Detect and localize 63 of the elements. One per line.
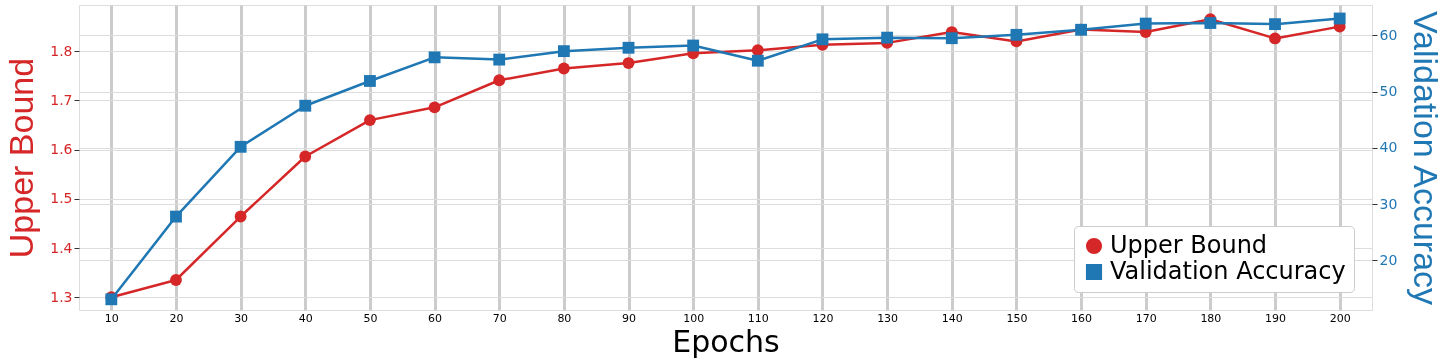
x-tick-label: 50 <box>363 311 378 325</box>
x-tick-label: 160 <box>1071 311 1093 325</box>
point <box>364 75 376 87</box>
point <box>234 140 247 153</box>
x-tick-label: 70 <box>492 311 507 325</box>
point <box>493 74 506 87</box>
y2-axis-title: Validation Accuracy <box>1407 10 1446 306</box>
y-tick-label: 1.3 <box>50 288 73 305</box>
x-tick-label: 100 <box>683 311 705 325</box>
point <box>622 41 635 54</box>
point <box>299 150 312 163</box>
point <box>299 99 312 112</box>
x-tick-label: 90 <box>622 311 637 325</box>
point <box>234 210 247 223</box>
x-tick-label: 130 <box>877 311 899 325</box>
y2-tick-label: 40 <box>1379 139 1398 156</box>
x-tick-label: 190 <box>1265 311 1287 325</box>
x-tick-label: 60 <box>428 311 443 325</box>
point <box>751 54 764 67</box>
x-tick-label: 150 <box>1006 311 1028 325</box>
point <box>1010 28 1023 41</box>
legend-label: Upper Bound <box>1110 231 1268 259</box>
x-tick-label: 140 <box>941 311 963 325</box>
x-tick-label: 170 <box>1135 311 1157 325</box>
point <box>364 114 376 127</box>
x-tick-label: 40 <box>298 311 313 325</box>
y-tick-label: 1.7 <box>50 91 73 108</box>
x-tick-label: 10 <box>104 311 119 325</box>
point <box>1269 32 1281 45</box>
y2-tick-label: 50 <box>1379 83 1398 100</box>
point <box>1333 12 1346 25</box>
y-axis-title: Upper Bound <box>2 57 41 259</box>
point <box>1139 17 1152 30</box>
x-tick-label: 110 <box>747 311 769 325</box>
point <box>945 32 958 45</box>
point <box>557 45 570 58</box>
x-tick-label: 20 <box>169 311 184 325</box>
x-tick-label: 80 <box>557 311 572 325</box>
y2-tick-label: 20 <box>1379 251 1398 268</box>
x-tick-label: 200 <box>1329 311 1351 325</box>
x-axis-title: Epochs <box>672 323 780 359</box>
point <box>1204 17 1217 29</box>
point <box>881 31 894 44</box>
point <box>170 210 182 223</box>
y-tick-label: 1.8 <box>50 42 73 59</box>
x-tick-label: 30 <box>234 311 249 325</box>
point <box>493 53 506 66</box>
y2-tick-label: 30 <box>1379 195 1398 212</box>
x-tick-label: 120 <box>812 311 834 325</box>
y2-tick-label: 60 <box>1379 26 1398 43</box>
point <box>170 274 182 286</box>
y-tick-label: 1.5 <box>50 190 73 207</box>
point <box>428 51 441 64</box>
point <box>557 62 570 75</box>
point <box>428 101 441 114</box>
y-tick-label: 1.4 <box>50 239 73 256</box>
point <box>816 33 829 46</box>
legend-label: Validation Accuracy <box>1110 257 1346 285</box>
y-tick-label: 1.6 <box>50 141 73 158</box>
point <box>687 39 700 52</box>
x-tick-label: 180 <box>1200 311 1222 325</box>
point <box>622 57 635 69</box>
point <box>1269 18 1281 31</box>
